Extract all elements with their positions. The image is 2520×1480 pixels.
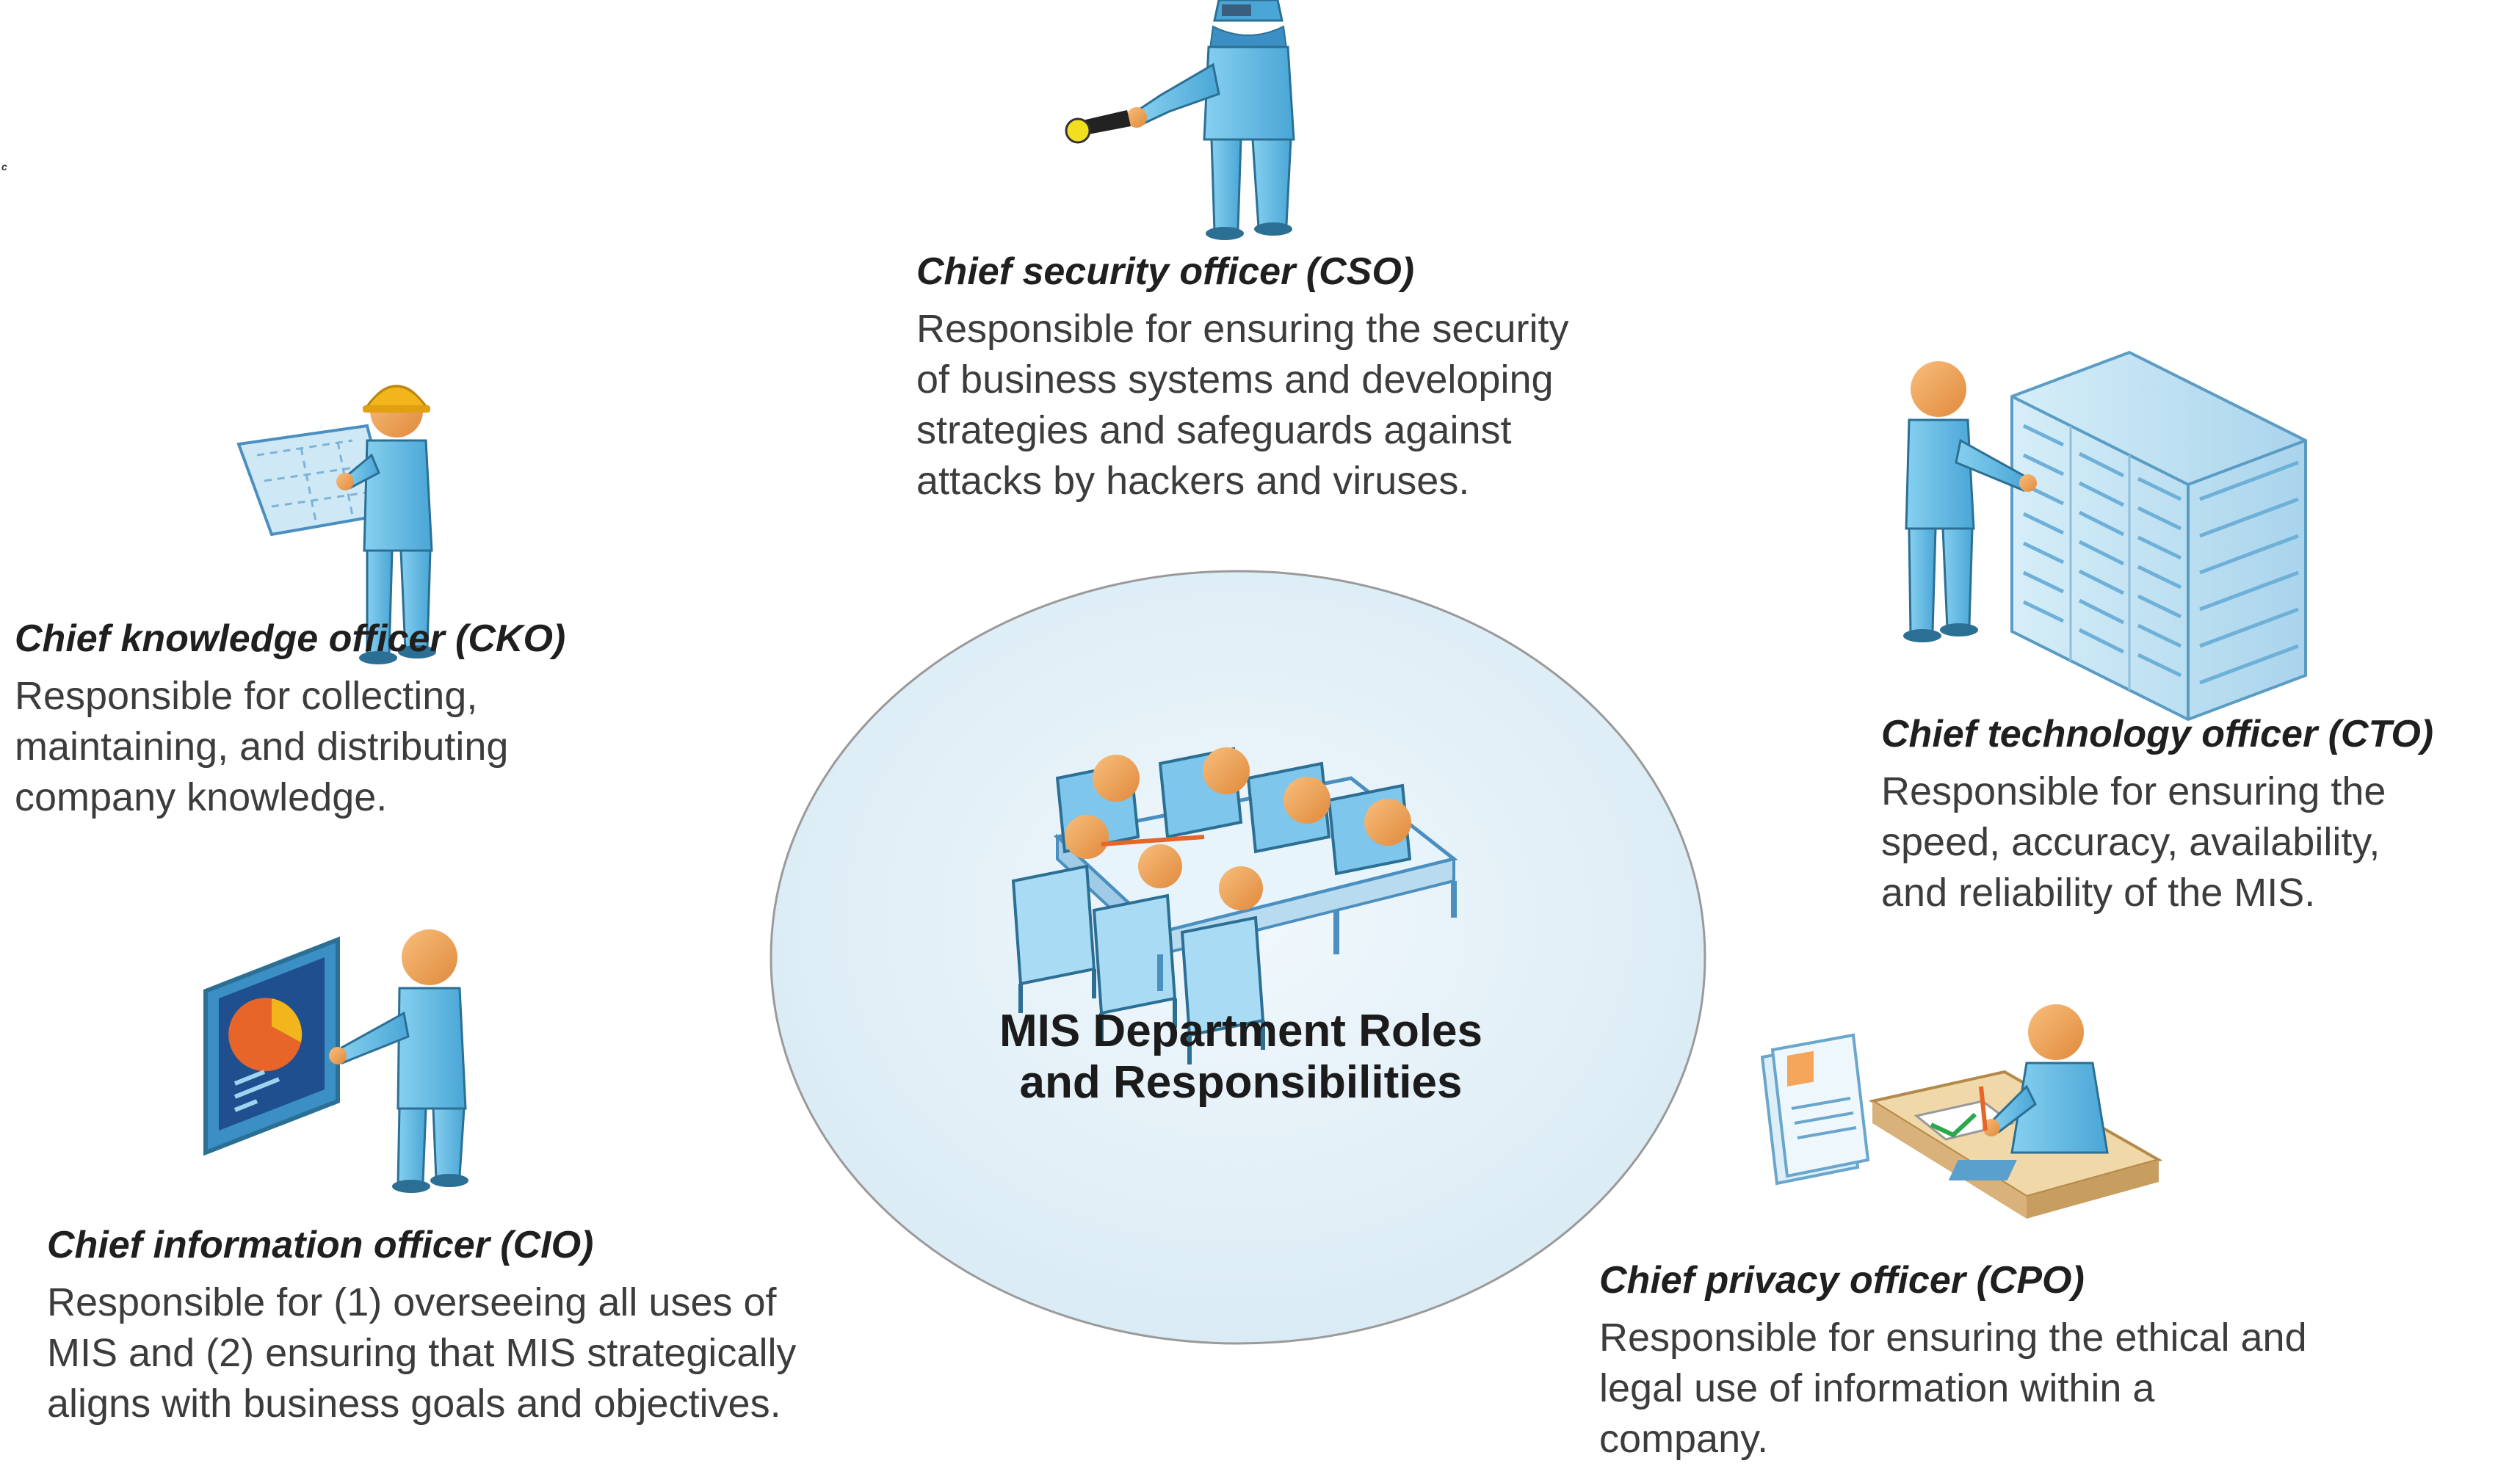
role-cpo-description: Responsible for ensuring the ethical and…	[1599, 1313, 2307, 1465]
center-title-line-2: and Responsibilities	[1019, 1057, 1463, 1108]
role-cto-line: and reliability of the MIS.	[1881, 871, 2316, 915]
role-cko: Chief knowledge officer (CKO) Responsibl…	[15, 617, 565, 823]
role-cio-description: Responsible for (1) overseeing all uses …	[47, 1277, 796, 1429]
security-guard-flashlight-icon	[1065, 0, 1295, 240]
role-cio-line: MIS and (2) ensuring that MIS strategica…	[47, 1331, 797, 1375]
role-cko-description: Responsible for collecting, maintaining,…	[15, 671, 565, 823]
role-cko-title: Chief knowledge officer (CKO)	[15, 617, 566, 660]
role-cio-title: Chief information officer (CIO)	[47, 1224, 594, 1266]
center-title-line-1: MIS Department Roles	[999, 1006, 1483, 1056]
center-title: MIS Department Roles and Responsibilitie…	[844, 1006, 1637, 1109]
role-cto-line: speed, accuracy, availability,	[1881, 820, 2380, 864]
role-cto-description: Responsible for ensuring the speed, accu…	[1881, 766, 2433, 918]
role-cso: Chief security officer (CSO) Responsible…	[916, 250, 1568, 507]
role-cko-line: Responsible for collecting,	[15, 674, 478, 718]
role-cpo-line: Responsible for ensuring the ethical and	[1599, 1316, 2307, 1360]
role-cio-line: aligns with business goals and objective…	[47, 1382, 781, 1426]
role-cko-line: maintaining, and distributing	[15, 725, 509, 769]
meeting-table-icon	[1011, 747, 1458, 1064]
role-cto: Chief technology officer (CTO) Responsib…	[1881, 712, 2433, 918]
role-cio-line: Responsible for (1) overseeing all uses …	[47, 1280, 777, 1324]
role-cko-line: company knowledge.	[15, 775, 388, 819]
role-cio: Chief information officer (CIO) Responsi…	[47, 1223, 796, 1429]
stray-text-mark: c	[1, 161, 7, 173]
clerk-documents-desk-icon	[1760, 1004, 2163, 1219]
worker-blueprint-icon	[236, 385, 436, 664]
technician-server-rack-icon	[1903, 350, 2307, 722]
role-cso-title: Chief security officer (CSO)	[916, 250, 1415, 293]
presenter-pie-chart-board-icon	[203, 929, 468, 1193]
role-cso-line: attacks by hackers and viruses.	[916, 459, 1470, 503]
role-cso-line: of business systems and developing	[916, 358, 1554, 402]
role-cso-description: Responsible for ensuring the security of…	[916, 304, 1568, 507]
role-cto-title: Chief technology officer (CTO)	[1881, 713, 2434, 755]
role-cpo-title: Chief privacy officer (CPO)	[1599, 1259, 2085, 1302]
role-cto-line: Responsible for ensuring the	[1881, 769, 2386, 813]
role-cpo-line: legal use of information within a	[1599, 1366, 2155, 1410]
role-cpo: Chief privacy officer (CPO) Responsible …	[1599, 1258, 2307, 1465]
role-cpo-line: company.	[1599, 1417, 1769, 1461]
role-cso-line: Responsible for ensuring the security	[916, 307, 1569, 351]
role-cso-line: strategies and safeguards against	[916, 408, 1512, 452]
